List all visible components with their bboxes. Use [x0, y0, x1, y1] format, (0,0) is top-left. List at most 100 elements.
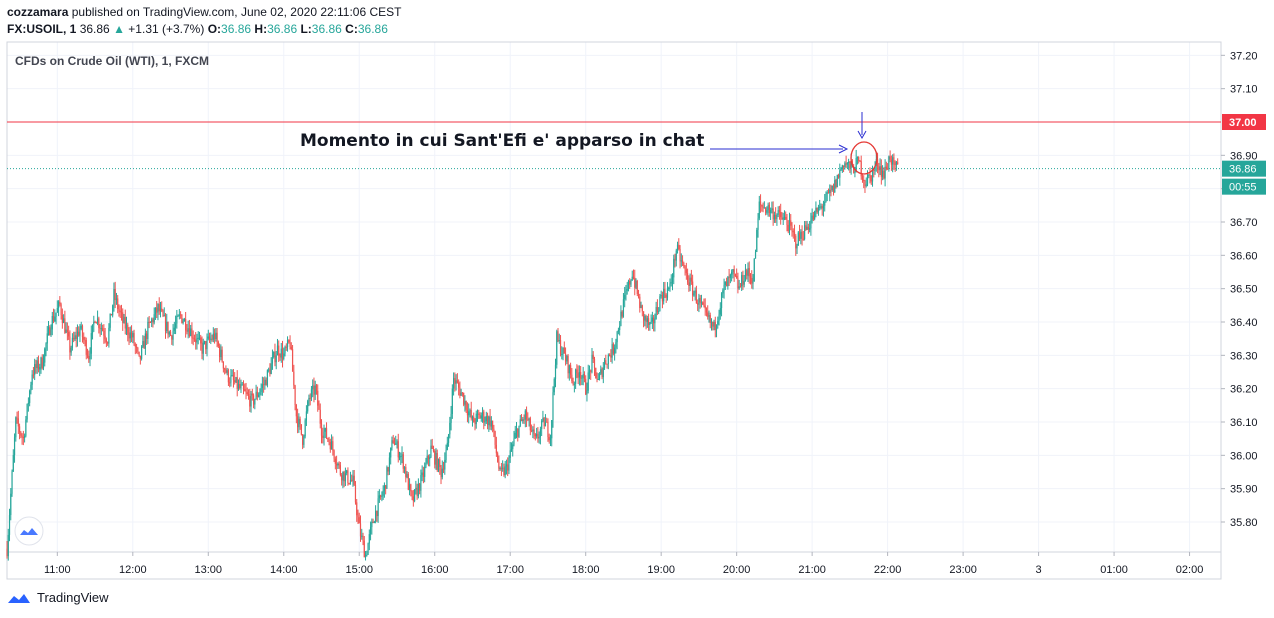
y-tick-label: 36.00 — [1230, 450, 1258, 462]
candle-body — [73, 337, 75, 340]
candle — [349, 471, 352, 485]
candle — [55, 312, 57, 325]
candle — [422, 466, 425, 484]
candle — [607, 353, 609, 370]
candle — [21, 433, 23, 445]
candle-body — [138, 351, 140, 356]
candle — [807, 223, 809, 234]
footer-brand[interactable]: TradingView — [37, 590, 109, 605]
candle-body — [158, 304, 160, 312]
candle-body — [563, 347, 565, 354]
candle-body — [649, 322, 651, 325]
candle — [407, 472, 409, 491]
last-tag-label: 36.86 — [1229, 164, 1257, 176]
candle — [505, 459, 508, 475]
candle-body — [571, 374, 573, 382]
candle-body — [341, 474, 343, 481]
candle — [573, 381, 575, 393]
candle-body — [408, 484, 411, 490]
candle — [486, 412, 489, 430]
candle — [835, 178, 837, 189]
candle-body — [329, 442, 331, 450]
candle-body — [697, 303, 699, 305]
candle-body — [829, 189, 831, 194]
candle-body — [620, 311, 622, 326]
candle-body — [279, 355, 281, 358]
candle-body — [557, 331, 559, 341]
candle-body — [7, 534, 9, 557]
candle-body — [483, 411, 485, 423]
candle — [651, 311, 653, 330]
candle-body — [416, 487, 418, 497]
candle-body — [610, 355, 612, 358]
candle-body — [788, 220, 791, 232]
annotation-group[interactable]: Momento in cui Sant'Efi e' apparso in ch… — [300, 112, 878, 175]
candle-series[interactable] — [6, 149, 899, 561]
candle — [756, 227, 758, 253]
candle-body — [739, 286, 742, 288]
candle-body — [15, 417, 17, 438]
candle — [671, 273, 674, 291]
candle-body — [70, 347, 72, 353]
candle — [65, 322, 67, 334]
candle — [775, 207, 777, 223]
candle — [44, 347, 46, 367]
candle-body — [319, 409, 321, 424]
candle-body — [167, 321, 169, 335]
candle — [333, 449, 335, 463]
candle-body — [283, 353, 285, 360]
tradingview-chart-logo[interactable] — [14, 516, 44, 546]
candle — [57, 300, 60, 317]
candle — [84, 336, 86, 347]
candle — [656, 299, 659, 316]
candle — [157, 303, 159, 321]
candle — [703, 298, 705, 308]
candle — [442, 461, 445, 474]
candle — [168, 330, 170, 338]
candle — [408, 478, 411, 496]
candle — [327, 437, 329, 443]
y-tick-label: 36.10 — [1230, 417, 1258, 429]
candle-body — [211, 338, 213, 340]
candle-body — [393, 443, 396, 445]
candle-body — [216, 332, 218, 342]
candle-body — [787, 224, 789, 232]
author-name[interactable]: cozzamara — [7, 5, 69, 19]
candle — [6, 540, 8, 559]
candle — [406, 471, 408, 479]
candle — [125, 316, 128, 336]
candle — [83, 332, 85, 344]
candle-body — [770, 209, 772, 213]
candle-body — [47, 327, 50, 334]
candle — [348, 482, 350, 485]
candle-body — [309, 397, 311, 399]
candle — [275, 350, 277, 370]
candle — [837, 173, 840, 179]
candle — [373, 520, 375, 524]
y-tick-label: 35.80 — [1230, 517, 1258, 529]
candle — [826, 190, 828, 202]
candle-body — [171, 335, 173, 340]
candle-body — [639, 296, 641, 309]
candle — [367, 542, 369, 555]
candle — [182, 318, 184, 325]
candle-body — [229, 382, 231, 384]
candle-body — [781, 217, 783, 220]
candle — [767, 202, 769, 217]
candle — [636, 279, 638, 297]
candle-body — [504, 466, 506, 476]
candle-body — [646, 318, 648, 322]
candle — [221, 346, 223, 363]
level-tag-label: 37.00 — [1229, 117, 1257, 129]
candle-body — [430, 445, 432, 458]
candle — [778, 205, 781, 220]
candle-body — [236, 377, 238, 389]
candle-body — [130, 332, 133, 338]
time-axis[interactable]: 11:00 12:00 13:00 14:00 15:00 16:00 17:00 18:00… — [44, 552, 1203, 576]
candle-body — [773, 214, 775, 220]
candle — [841, 164, 843, 173]
candle — [147, 317, 149, 344]
candle-body — [869, 174, 871, 176]
candle — [863, 175, 865, 189]
